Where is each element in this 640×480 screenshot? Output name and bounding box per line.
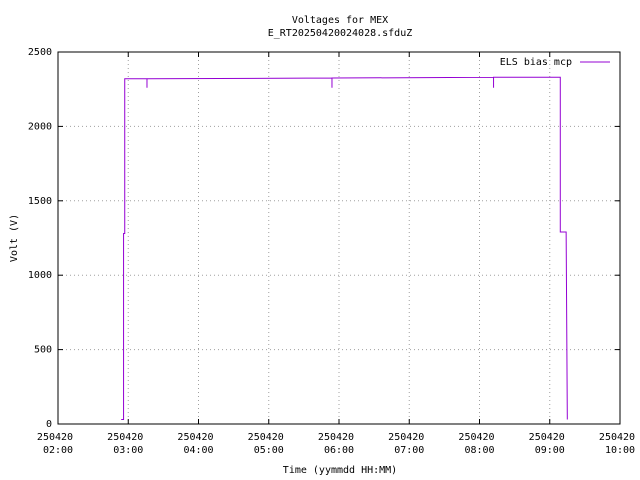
x-tick-label: 250420 02:00 — [37, 432, 79, 456]
data-line — [121, 76, 568, 421]
x-tick-label: 250420 06:00 — [318, 432, 360, 456]
y-tick-label: 2500 — [28, 47, 52, 58]
x-tick-label: 250420 04:00 — [177, 432, 219, 456]
x-tick-label: 250420 09:00 — [529, 432, 571, 456]
y-tick-label: 0 — [46, 419, 52, 430]
x-tick-label: 250420 05:00 — [248, 432, 290, 456]
x-axis-label: Time (yymmdd HH:MM) — [283, 465, 397, 476]
y-tick-label: 2000 — [28, 121, 52, 132]
plot-frame — [57, 51, 621, 425]
y-tick-label: 1000 — [28, 270, 52, 281]
x-tick-label: 250420 07:00 — [388, 432, 430, 456]
chart-subtitle: E_RT20250420024028.sfduZ — [268, 28, 413, 39]
y-tick-label: 500 — [34, 345, 52, 356]
y-tick-label: 1500 — [28, 196, 52, 207]
x-tick-label: 250420 03:00 — [107, 432, 149, 456]
x-tick-label: 250420 10:00 — [599, 432, 640, 456]
legend-label: ELS bias mcp — [500, 57, 572, 68]
x-tick-label: 250420 08:00 — [458, 432, 500, 456]
y-axis-label: Volt (V) — [9, 214, 20, 262]
chart-title: Voltages for MEX — [292, 15, 388, 26]
